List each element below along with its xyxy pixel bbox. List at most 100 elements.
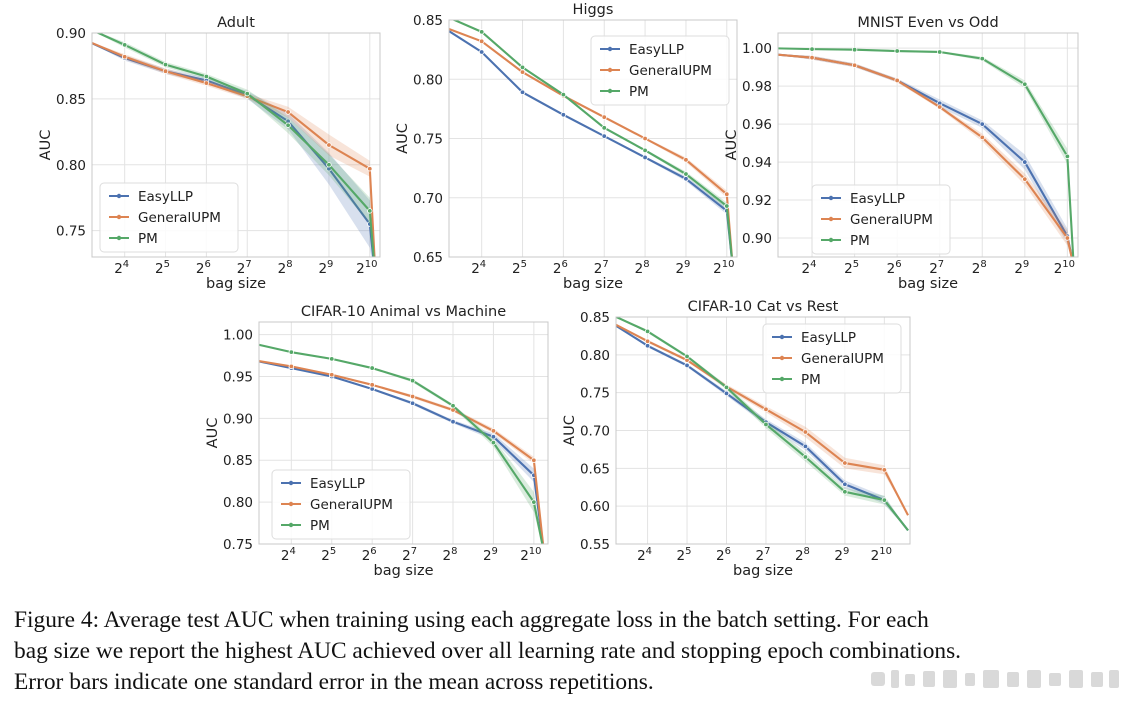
data-point-pm: [203, 73, 210, 80]
panel-higgs: 0.85 0.80 0.75 0.70 0.65 24 25 26 27 28 29 210 bag s…: [395, 2, 738, 292]
x-tick-label: 25: [155, 259, 170, 277]
figure: 0.90 0.85 0.80 0.75 24 25 26 27 28 29 210 bag size A…: [38, 2, 1079, 579]
data-point-easyllp: [519, 89, 526, 95]
data-point-generalupm: [1022, 176, 1028, 182]
x-tick-label: 29: [1014, 259, 1029, 277]
data-point-pm: [1064, 153, 1071, 160]
data-point-easyllp: [168, 341, 173, 346]
y-tick-label: 0.85: [413, 13, 443, 29]
data-point-easyllp: [450, 418, 456, 425]
legend-label-easyllp: EasyLLP: [629, 42, 684, 58]
x-tick-label: 28: [278, 259, 293, 277]
x-tick-label: 24: [281, 546, 296, 564]
legend-label-easyllp: EasyLLP: [138, 189, 193, 205]
data-point-easyllp: [560, 112, 567, 118]
series-generalupm: [259, 359, 545, 544]
data-point-pm: [763, 421, 769, 428]
legend-marker-generalupm: [116, 214, 122, 220]
plot-frame: [258, 321, 549, 545]
data-point-pm: [1022, 81, 1028, 87]
data-point-pm: [642, 147, 648, 154]
x-tick-label: 25: [677, 546, 692, 564]
x-tick-label: 27: [594, 259, 609, 277]
x-tick-label: 28: [635, 259, 650, 277]
y-tick-label: 0.98: [742, 79, 772, 95]
legend: EasyLLP GeneralUPM PM: [590, 35, 730, 106]
plot-frame: [448, 19, 738, 258]
data-point-generalupm: [881, 467, 888, 473]
data-point-easyllp: [490, 434, 497, 440]
y-tick-label: 0.96: [742, 117, 772, 133]
series-pm: [208, 336, 544, 544]
x-tick-label: 25: [844, 259, 859, 277]
series-pm: [451, 20, 733, 257]
data-point-generalupm: [285, 109, 291, 115]
caption-line-2: bag size we report the highest AUC achie…: [14, 638, 962, 664]
data-point-pm: [490, 439, 497, 446]
x-tick-label: 26: [196, 259, 211, 277]
data-point-generalupm: [162, 68, 169, 74]
data-point-pm: [369, 365, 375, 371]
data-point-generalupm: [566, 307, 571, 312]
data-point-pm: [527, 292, 532, 297]
x-tick-label: 210: [713, 259, 734, 277]
x-tick-label: 210: [1054, 259, 1075, 277]
data-point-pm: [208, 336, 213, 341]
x-tick-label: 25: [321, 546, 336, 564]
x-tick-label: 24: [471, 259, 486, 277]
x-axis-label: bag size: [563, 276, 623, 292]
data-point-easyllp: [527, 300, 532, 305]
y-tick-label: 0.70: [580, 424, 610, 440]
data-point-pm: [519, 64, 526, 71]
y-tick-label: 0.55: [580, 537, 610, 553]
legend-marker-pm: [116, 235, 122, 241]
panel-title: MNIST Even vs Odd: [857, 15, 998, 31]
data-point-generalupm: [642, 135, 648, 142]
data-point-generalupm: [203, 80, 210, 86]
data-point-easyllp: [566, 307, 571, 312]
y-tick-label: 0.85: [223, 453, 253, 469]
data-point-pm: [894, 48, 900, 54]
legend-marker-pm: [288, 522, 294, 528]
data-point-generalupm: [802, 429, 809, 435]
legend: EasyLLP GeneralUPM PM: [99, 182, 239, 253]
data-point-pm: [288, 349, 295, 355]
y-tick-label: 0.75: [413, 132, 443, 148]
watermark-logo: [871, 670, 1119, 688]
legend-label-pm: PM: [629, 84, 649, 100]
data-point-pm: [684, 353, 690, 360]
data-point-pm: [842, 489, 848, 495]
data-point-easyllp: [398, 6, 403, 11]
error-band-pm: [96, 33, 375, 257]
legend-box: [271, 469, 411, 540]
y-tick-label: 0.80: [56, 158, 86, 174]
x-tick-label: 28: [795, 546, 810, 564]
series-generalupm: [778, 53, 1073, 257]
y-axis-label: AUC: [205, 418, 221, 449]
legend-marker-easyllp: [607, 46, 613, 52]
data-point-generalupm: [644, 338, 651, 344]
data-point-pm: [851, 47, 858, 53]
data-point-generalupm: [490, 428, 497, 434]
panel-adult: 0.90 0.85 0.80 0.75 24 25 26 27 28 29 210 bag size A…: [38, 4, 381, 292]
data-point-pm: [41, 4, 46, 9]
legend-label-generalupm: GeneralUPM: [801, 351, 884, 367]
data-point-easyllp: [842, 481, 848, 487]
y-tick-label: 0.75: [223, 537, 253, 553]
x-axis-label: bag size: [373, 563, 433, 579]
data-point-generalupm: [531, 457, 537, 463]
series-pm: [41, 4, 375, 257]
y-tick-label: 0.65: [413, 250, 443, 266]
data-point-generalupm: [288, 363, 295, 370]
error-band-easyllp: [92, 42, 374, 257]
y-axis-label: AUC: [724, 130, 740, 161]
series-pm: [527, 292, 909, 532]
data-point-pm: [121, 42, 128, 48]
y-tick-label: 0.60: [580, 499, 610, 515]
legend-marker-generalupm: [607, 67, 613, 73]
x-tick-label: 24: [802, 259, 817, 277]
data-point-pm: [162, 61, 169, 68]
data-point-pm: [723, 384, 730, 391]
y-tick-label: 0.90: [56, 26, 86, 42]
x-tick-label: 29: [834, 546, 849, 564]
